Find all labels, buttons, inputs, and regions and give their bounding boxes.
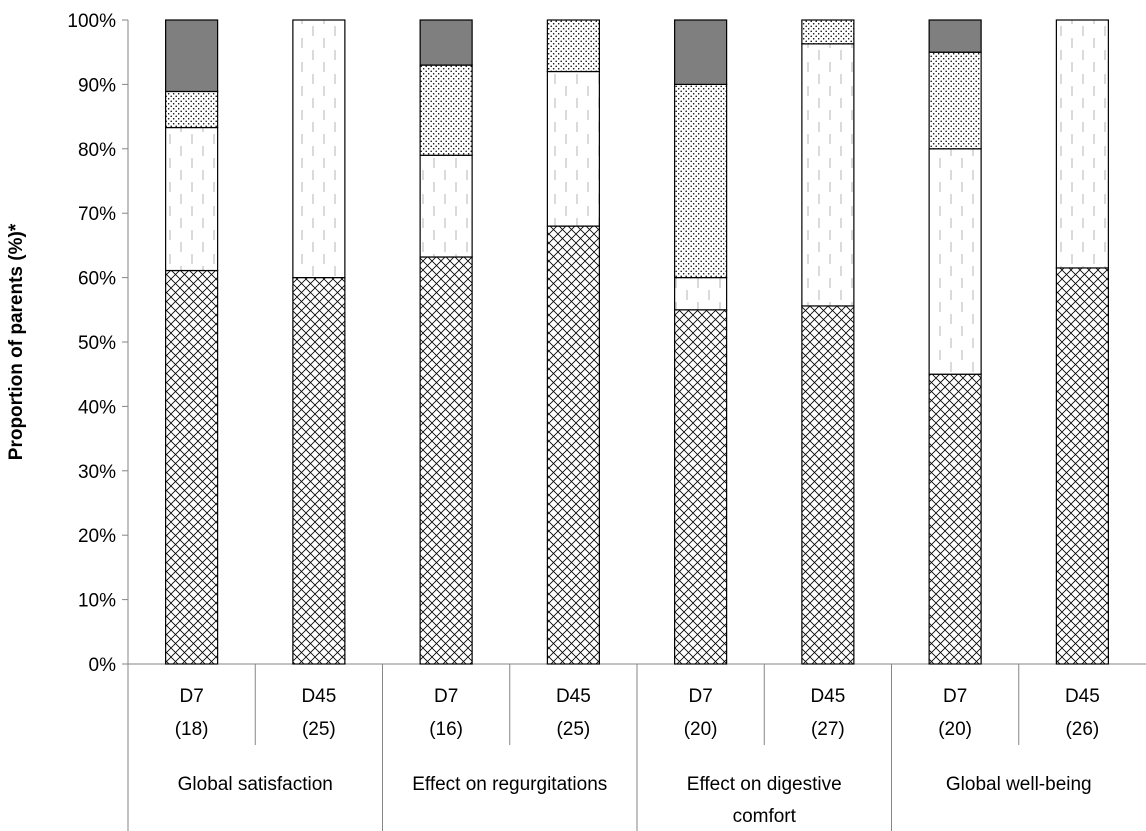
y-tick-label: 70%	[78, 204, 116, 225]
y-tick-label: 50%	[78, 333, 116, 354]
x-tick-label: D45	[556, 686, 591, 707]
bar-segment-dashed	[801, 43, 855, 307]
group-label: comfort	[733, 806, 797, 827]
bar-segment-dotted	[801, 19, 855, 45]
bar-segment-dashed	[674, 277, 728, 311]
x-tick-label-count: (26)	[1065, 719, 1099, 740]
x-tick-label: D45	[810, 686, 845, 707]
x-tick-label-count: (27)	[811, 719, 845, 740]
bars	[165, 19, 1109, 665]
bar-segment-dashed	[292, 19, 346, 279]
group-label: Global satisfaction	[178, 774, 333, 795]
bar-segment-dashed	[1055, 19, 1109, 269]
bar-segment-dashed	[165, 126, 219, 272]
y-tick-label: 10%	[78, 591, 116, 612]
x-tick-label-count: (20)	[684, 719, 718, 740]
bar-segment-crosshatch	[546, 225, 600, 665]
bar-segment-dotted	[165, 90, 219, 129]
y-axis-label: Proportion of parents (%)*	[6, 223, 27, 460]
y-tick-label: 80%	[78, 140, 116, 161]
x-tick-label: D45	[1065, 686, 1100, 707]
bar-segment-crosshatch	[165, 269, 219, 665]
labels: 0% 10% 20% 30% 40% 50% 60% 70% 80% 90% 100% D7 (18) D…	[67, 11, 1099, 827]
group-label: Global well-being	[946, 774, 1092, 795]
bar-segment-crosshatch	[419, 256, 473, 665]
group-label: Effect on digestive	[687, 774, 842, 795]
x-tick-label-count: (20)	[938, 719, 972, 740]
y-tick-label: 90%	[78, 75, 116, 96]
x-tick-label: D7	[179, 686, 203, 707]
bar-segment-crosshatch	[292, 277, 346, 665]
x-tick-label: D7	[943, 686, 967, 707]
bar-segment-crosshatch	[674, 309, 728, 665]
x-tick-label-count: (25)	[556, 719, 590, 740]
y-tick-label: 0%	[89, 655, 117, 676]
bar-segment-crosshatch	[1055, 267, 1109, 665]
x-tick-label-count: (18)	[175, 719, 209, 740]
group-label: Effect on regurgitations	[412, 774, 607, 795]
x-tick-label: D7	[688, 686, 712, 707]
bar-segment-dotted	[419, 64, 473, 156]
y-tick-label: 100%	[67, 11, 116, 32]
bar-segment-solid-gray	[419, 19, 473, 66]
bar-segment-dotted	[928, 51, 982, 150]
x-tick-label: D45	[301, 686, 336, 707]
bar-segment-dotted	[546, 19, 600, 73]
y-tick-label: 60%	[78, 269, 116, 290]
axes	[122, 19, 1146, 831]
bar-segment-solid-gray	[165, 19, 219, 93]
bar-segment-dotted	[674, 83, 728, 279]
x-tick-label-count: (16)	[429, 719, 463, 740]
y-tick-label: 20%	[78, 526, 116, 547]
bar-segment-crosshatch	[801, 305, 855, 665]
bar-segment-crosshatch	[928, 373, 982, 665]
bar-segment-solid-gray	[928, 19, 982, 53]
bar-segment-dashed	[928, 148, 982, 375]
y-tick-label: 40%	[78, 397, 116, 418]
y-tick-label: 30%	[78, 462, 116, 483]
bar-segment-dashed	[419, 154, 473, 258]
bar-segment-dashed	[546, 70, 600, 227]
x-tick-label: D7	[434, 686, 458, 707]
x-tick-label-count: (25)	[302, 719, 336, 740]
bar-segment-solid-gray	[674, 19, 728, 86]
